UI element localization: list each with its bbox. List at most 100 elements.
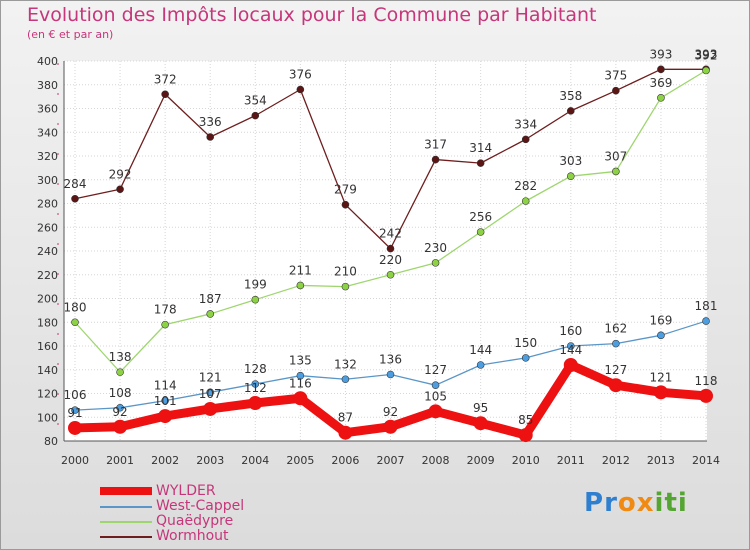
data-label: 87 bbox=[338, 411, 353, 425]
data-label: 393 bbox=[649, 47, 672, 61]
data-point bbox=[71, 406, 79, 414]
data-point bbox=[431, 381, 440, 389]
x-tick-label: 2014 bbox=[692, 454, 720, 467]
chart-title: Evolution des Impôts locaux pour la Comm… bbox=[27, 4, 597, 26]
y-tick-label: 340 bbox=[37, 126, 58, 139]
data-label: 138 bbox=[109, 350, 132, 364]
data-point bbox=[161, 396, 169, 405]
data-label: 369 bbox=[649, 76, 672, 90]
data-label: 85 bbox=[518, 413, 533, 427]
data-label: 292 bbox=[109, 167, 132, 181]
legend-swatch-west-cappel bbox=[100, 506, 152, 508]
data-point bbox=[203, 401, 218, 416]
y-tick-label: 160 bbox=[37, 340, 58, 353]
logo-letter: x bbox=[636, 488, 655, 518]
data-label: 210 bbox=[334, 265, 357, 279]
data-point bbox=[158, 409, 173, 424]
data-point bbox=[386, 244, 395, 253]
y-tick-label: 220 bbox=[37, 269, 58, 282]
x-tick-label: 2013 bbox=[647, 454, 675, 467]
x-tick-label: 2003 bbox=[196, 454, 224, 467]
y-tick-label: 140 bbox=[37, 364, 58, 377]
data-point bbox=[612, 86, 620, 95]
x-tick-label: 2002 bbox=[151, 454, 179, 467]
x-tick-label: 2001 bbox=[106, 454, 134, 467]
y-tick-label: 320 bbox=[37, 150, 58, 163]
data-point bbox=[161, 320, 169, 329]
data-point bbox=[251, 380, 260, 388]
data-point bbox=[386, 370, 395, 379]
data-point bbox=[431, 155, 440, 164]
data-label: 121 bbox=[649, 370, 672, 384]
data-label: 354 bbox=[244, 94, 267, 108]
data-point bbox=[71, 318, 79, 327]
data-label: 92 bbox=[112, 405, 127, 419]
proxiti-logo: Proxiti bbox=[584, 488, 688, 518]
data-point bbox=[68, 420, 82, 435]
x-tick-label: 2012 bbox=[602, 454, 630, 467]
data-point bbox=[248, 396, 263, 410]
data-point bbox=[657, 331, 665, 340]
legend-label-wylder: WYLDER bbox=[156, 483, 216, 499]
data-point bbox=[206, 133, 215, 141]
data-point bbox=[251, 295, 260, 304]
data-label: 114 bbox=[154, 379, 177, 393]
data-point bbox=[473, 416, 488, 431]
data-point bbox=[386, 270, 395, 279]
data-point bbox=[612, 339, 620, 348]
data-label: 303 bbox=[559, 154, 582, 168]
data-point bbox=[296, 85, 305, 94]
data-point bbox=[699, 388, 713, 403]
x-tick-label: 2004 bbox=[241, 454, 269, 467]
y-tick-label: 240 bbox=[37, 245, 58, 258]
data-label: 220 bbox=[379, 253, 402, 267]
data-point bbox=[71, 194, 79, 203]
data-point bbox=[113, 419, 128, 434]
legend-swatch-quaedypre bbox=[100, 521, 152, 523]
data-label: 211 bbox=[289, 263, 312, 277]
data-label: 181 bbox=[695, 299, 718, 313]
x-tick-label: 2006 bbox=[331, 454, 359, 467]
legend-label-west-cappel: West-Cappel bbox=[156, 498, 245, 514]
x-tick-label: 2010 bbox=[512, 454, 540, 467]
data-label: 372 bbox=[154, 72, 177, 86]
data-label: 118 bbox=[695, 374, 718, 388]
data-point bbox=[702, 66, 710, 75]
data-label: 256 bbox=[469, 210, 492, 224]
x-tick-label: 2009 bbox=[467, 454, 495, 467]
data-label: 121 bbox=[199, 370, 222, 384]
data-label: 317 bbox=[424, 138, 447, 152]
data-label: 144 bbox=[469, 343, 492, 357]
data-point bbox=[653, 385, 668, 400]
data-point bbox=[341, 375, 350, 384]
data-point bbox=[428, 404, 443, 419]
data-label: 169 bbox=[649, 313, 672, 327]
data-point bbox=[116, 185, 124, 194]
legend-swatch-wylder bbox=[100, 487, 152, 495]
data-point bbox=[563, 358, 578, 372]
data-point bbox=[702, 317, 710, 325]
data-label: 127 bbox=[604, 363, 627, 377]
data-label: 92 bbox=[383, 405, 398, 419]
data-point bbox=[431, 259, 440, 267]
logo-letter: o bbox=[617, 488, 637, 518]
data-point bbox=[116, 403, 124, 412]
data-label: 108 bbox=[109, 386, 132, 400]
data-label: 105 bbox=[424, 389, 447, 403]
logo-letter: i bbox=[677, 488, 688, 518]
data-label: 284 bbox=[64, 177, 87, 191]
data-label: 358 bbox=[559, 89, 582, 103]
y-tick-label: 180 bbox=[37, 316, 58, 329]
data-point bbox=[293, 391, 308, 406]
data-point bbox=[566, 342, 575, 350]
data-point bbox=[657, 94, 665, 102]
data-label: 242 bbox=[379, 227, 402, 241]
legend-label-quaedypre: Quaëdypre bbox=[156, 513, 234, 529]
data-point bbox=[566, 172, 575, 180]
x-tick-label: 2008 bbox=[422, 454, 450, 467]
data-point bbox=[521, 197, 530, 205]
legend-swatch-wormhout bbox=[100, 536, 152, 538]
data-label: 307 bbox=[604, 149, 627, 163]
data-label: 178 bbox=[154, 303, 177, 317]
data-point bbox=[251, 111, 260, 120]
